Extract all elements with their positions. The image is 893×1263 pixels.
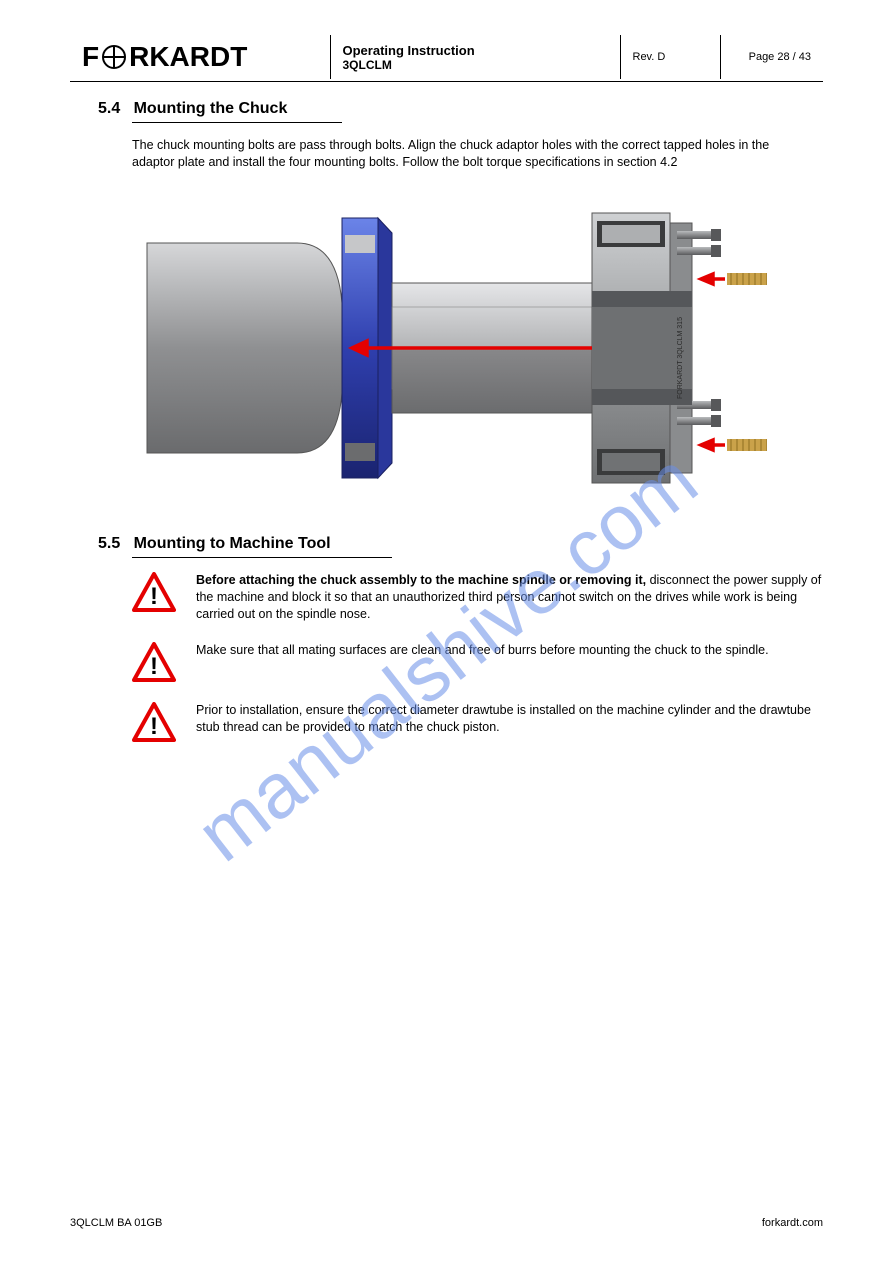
svg-text:!: ! — [150, 583, 158, 610]
footer-right: forkardt.com — [762, 1217, 823, 1229]
warning-3-text: Prior to installation, ensure the correc… — [196, 702, 823, 736]
warning-icon: ! — [132, 642, 176, 682]
section-number: 5.4 — [98, 100, 120, 117]
warning-row-3: ! Prior to installation, ensure the corr… — [132, 702, 823, 742]
section-number: 5.5 — [98, 535, 120, 552]
assembly-figure: FORKARDT 3QLCLM 315 — [70, 183, 823, 513]
logo-letters-rest: RKARDT — [129, 41, 247, 73]
footer-left: 3QLCLM BA 01GB — [70, 1217, 162, 1229]
section1-paragraph: The chuck mounting bolts are pass throug… — [132, 137, 813, 171]
doc-title: Operating Instruction — [343, 43, 608, 58]
warning-1-bold: Before attaching the chuck assembly to t… — [196, 573, 646, 587]
logo-cell: F RKARDT — [70, 35, 330, 79]
revision-cell: Rev. D — [620, 35, 720, 79]
warning-1-text: Before attaching the chuck assembly to t… — [196, 572, 823, 623]
warning-icon: ! — [132, 702, 176, 742]
logo-letter-f: F — [82, 41, 99, 73]
header-divider — [70, 81, 823, 82]
doc-title-cell: Operating Instruction 3QLCLM — [330, 35, 620, 79]
section-title: Mounting the Chuck — [134, 100, 288, 117]
page-footer: 3QLCLM BA 01GB forkardt.com — [70, 1217, 823, 1229]
section-underline — [132, 557, 392, 558]
svg-text:!: ! — [150, 653, 158, 680]
svg-text:FORKARDT 3QLCLM 315: FORKARDT 3QLCLM 315 — [677, 317, 684, 399]
svg-text:!: ! — [150, 713, 158, 740]
section-heading-5-4: 5.4 Mounting the Chuck — [98, 100, 823, 118]
warning-row-2: ! Make sure that all mating surfaces are… — [132, 642, 823, 682]
warning-icon: ! — [132, 572, 176, 612]
warning-row-1: ! Before attaching the chuck assembly to… — [132, 572, 823, 623]
brand-logo: F RKARDT — [82, 41, 318, 73]
header-table: F RKARDT Operating Instruction 3QLCLM Re… — [70, 35, 823, 79]
globe-icon — [102, 45, 126, 69]
section-heading-5-5: 5.5 Mounting to Machine Tool — [98, 535, 823, 553]
section-title: Mounting to Machine Tool — [134, 535, 331, 552]
section-underline — [132, 122, 342, 123]
doc-subtitle: 3QLCLM — [343, 58, 608, 72]
warning-2-text: Make sure that all mating surfaces are c… — [196, 642, 769, 659]
assembly-svg: FORKARDT 3QLCLM 315 — [127, 183, 767, 513]
page-number-cell: Page 28 / 43 — [720, 35, 823, 79]
